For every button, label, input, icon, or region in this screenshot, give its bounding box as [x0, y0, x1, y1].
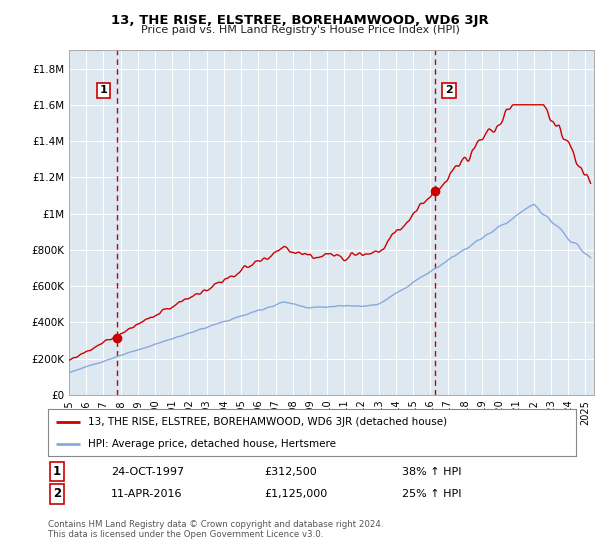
Text: Contains HM Land Registry data © Crown copyright and database right 2024.
This d: Contains HM Land Registry data © Crown c…	[48, 520, 383, 539]
Text: 1: 1	[100, 85, 107, 95]
Text: 11-APR-2016: 11-APR-2016	[111, 489, 182, 499]
Text: 13, THE RISE, ELSTREE, BOREHAMWOOD, WD6 3JR: 13, THE RISE, ELSTREE, BOREHAMWOOD, WD6 …	[111, 14, 489, 27]
Text: £1,125,000: £1,125,000	[264, 489, 327, 499]
Text: 2: 2	[445, 85, 453, 95]
Text: 13, THE RISE, ELSTREE, BOREHAMWOOD, WD6 3JR (detached house): 13, THE RISE, ELSTREE, BOREHAMWOOD, WD6 …	[88, 417, 447, 427]
Text: HPI: Average price, detached house, Hertsmere: HPI: Average price, detached house, Hert…	[88, 438, 335, 449]
Text: £312,500: £312,500	[264, 466, 317, 477]
Text: 38% ↑ HPI: 38% ↑ HPI	[402, 466, 461, 477]
Text: 24-OCT-1997: 24-OCT-1997	[111, 466, 184, 477]
Text: 25% ↑ HPI: 25% ↑ HPI	[402, 489, 461, 499]
Text: 1: 1	[53, 465, 61, 478]
Text: 2: 2	[53, 487, 61, 501]
Text: Price paid vs. HM Land Registry's House Price Index (HPI): Price paid vs. HM Land Registry's House …	[140, 25, 460, 35]
